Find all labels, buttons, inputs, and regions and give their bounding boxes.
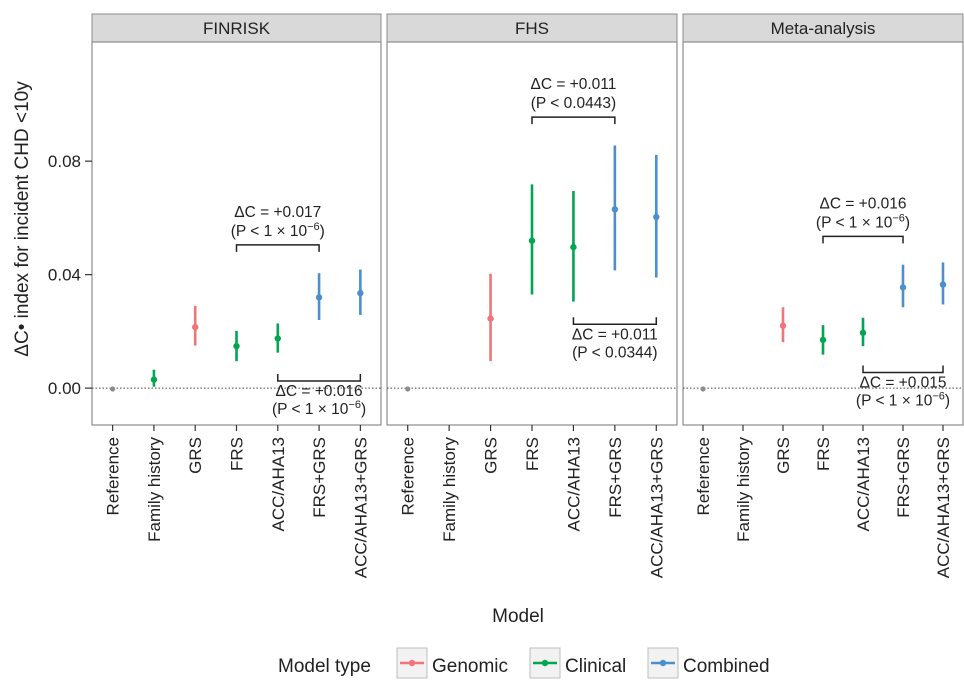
- significance-bracket: [862, 365, 944, 374]
- point: [110, 386, 116, 392]
- x-tick-label: Family history: [145, 437, 164, 542]
- x-tick-label: FRS: [814, 437, 833, 471]
- annotation-delta: ΔC = +0.016: [819, 195, 906, 212]
- point: [570, 243, 577, 251]
- facet-strip-label: FHS: [515, 19, 549, 38]
- point: [611, 206, 619, 213]
- x-tick-label: FRS: [228, 437, 247, 471]
- x-tick-label: ACC/AHA13+GRS: [934, 437, 953, 578]
- point: [819, 336, 827, 344]
- x-tick-label: FRS: [523, 437, 542, 471]
- x-tick-label: Family history: [440, 437, 459, 542]
- panels-layer: FINRISK Reference Family history GRS FRS ACC/…: [91, 13, 964, 578]
- point: [653, 213, 660, 221]
- significance-bracket: [531, 116, 616, 125]
- significance-bracket: [235, 244, 320, 252]
- facet-strip-label: Meta-analysis: [771, 19, 876, 38]
- facet-strip: [682, 13, 964, 43]
- legend-item-label: Genomic: [432, 656, 508, 677]
- panel-meta-analysis: Meta-analysis Reference Family history GRS F…: [682, 13, 964, 578]
- point: [274, 335, 281, 342]
- annotation-delta: ΔC = +0.011: [572, 326, 658, 343]
- point: [939, 281, 947, 288]
- annotation-delta: ΔC = +0.017: [234, 204, 321, 221]
- annotation-delta: ΔC = +0.016: [276, 383, 363, 400]
- x-tick-label: GRS: [774, 437, 793, 474]
- facet-strip: [91, 13, 382, 43]
- x-tick-label: ACC/AHA13: [564, 437, 583, 531]
- annotation-pvalue: (P < 1 × 10−6): [231, 221, 325, 240]
- significance-bracket: [822, 235, 904, 244]
- x-tick-label: GRS: [186, 437, 205, 474]
- annotation-pvalue: (P < 1 × 10−6): [816, 212, 910, 231]
- x-tick-label: FRS+GRS: [310, 437, 329, 518]
- point: [405, 386, 411, 392]
- legend-title: Model type: [278, 656, 371, 677]
- panel-border: [682, 41, 964, 426]
- annotation-pvalue: (P < 0.0344): [572, 344, 657, 361]
- y-tick-label: 0.00: [48, 379, 81, 398]
- x-tick-label: ACC/AHA13: [269, 437, 288, 531]
- x-tick-label: ACC/AHA13+GRS: [647, 437, 666, 578]
- point: [233, 342, 240, 350]
- x-tick-label: FRS+GRS: [606, 437, 625, 518]
- x-tick-label: ACC/AHA13: [854, 437, 873, 531]
- y-axis: 0.00 0.04 0.08: [48, 152, 92, 398]
- point: [150, 376, 158, 383]
- point: [899, 284, 907, 291]
- point: [487, 315, 494, 322]
- point: [700, 386, 706, 392]
- point: [779, 322, 787, 329]
- x-tick-label: Reference: [399, 437, 418, 515]
- x-axis-title: Model: [492, 606, 544, 627]
- significance-bracket: [572, 317, 658, 326]
- legend-key-point: [408, 659, 416, 667]
- legend-key-point: [659, 659, 667, 667]
- panel-finrisk: FINRISK Reference Family history GRS FRS ACC/…: [91, 13, 382, 578]
- point: [315, 294, 323, 301]
- y-tick-label: 0.04: [48, 266, 81, 285]
- y-axis-title: ΔC• index for incident CHD <10y: [12, 81, 33, 357]
- annotation-pvalue: (P < 1 × 10−6): [272, 399, 366, 418]
- point: [357, 289, 364, 297]
- annotation-pvalue: (P < 1 × 10−6): [856, 391, 950, 410]
- panel-fhs: FHS Reference Family history GRS FRS ACC/AHA1…: [386, 13, 678, 578]
- annotation-delta: ΔC = +0.011: [530, 76, 616, 93]
- legend-item-label: Combined: [683, 656, 770, 677]
- x-tick-label: ACC/AHA13+GRS: [351, 437, 370, 578]
- x-tick-label: Reference: [694, 437, 713, 515]
- significance-bracket: [277, 374, 362, 382]
- annotation-delta: ΔC = +0.015: [859, 375, 946, 392]
- legend-key-point: [541, 659, 549, 667]
- point: [859, 329, 867, 336]
- annotation-pvalue: (P < 0.0443): [531, 95, 616, 112]
- point: [528, 237, 536, 244]
- legend: Model type Genomic Clinical Combined: [278, 647, 770, 679]
- x-tick-label: Family history: [734, 437, 753, 542]
- x-tick-label: FRS+GRS: [894, 437, 913, 518]
- legend-item-label: Clinical: [565, 656, 626, 677]
- facet-strip: [386, 13, 678, 43]
- x-tick-label: GRS: [482, 437, 501, 474]
- facet-strip-label: FINRISK: [203, 19, 271, 38]
- x-tick-label: Reference: [104, 437, 123, 515]
- y-tick-label: 0.08: [48, 152, 81, 171]
- point: [192, 323, 199, 331]
